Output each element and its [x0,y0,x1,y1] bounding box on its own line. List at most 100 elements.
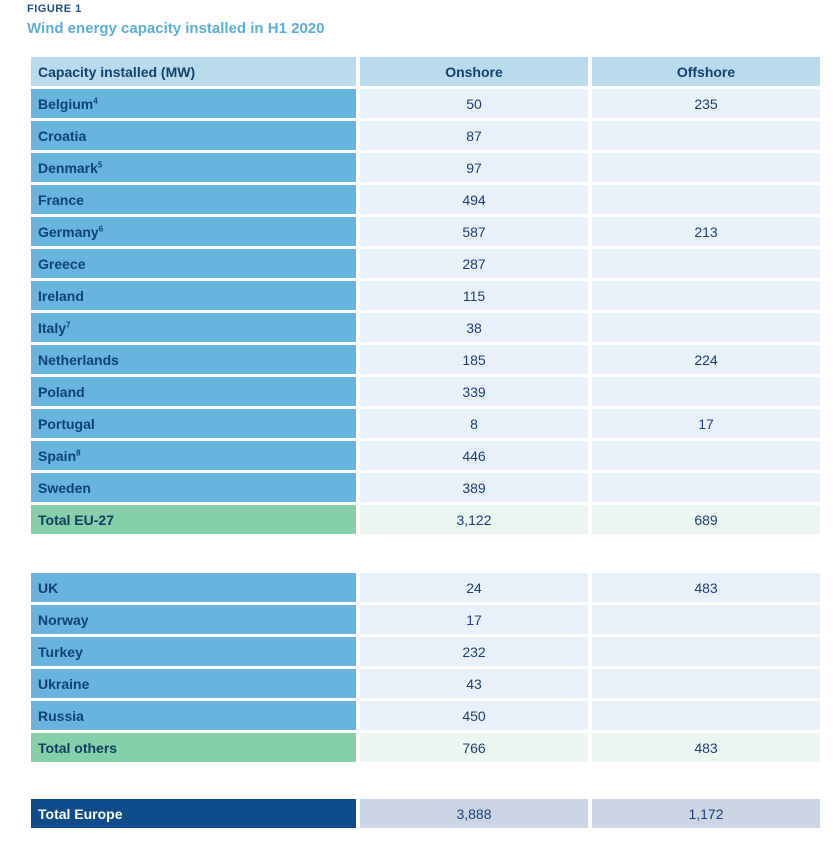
country-label: Belgium [38,95,94,112]
offshore-value: 213 [592,217,820,246]
others_total-row: Total others 766 483 [31,733,820,762]
table-row: France 494 [31,185,820,214]
country-name: Ireland [31,281,356,310]
table-row: Poland 339 [31,377,820,406]
total-europe-onshore: 3,888 [360,799,588,828]
offshore-value [592,701,820,730]
table-row: Ireland 115 [31,281,820,310]
country-label: Portugal [38,415,95,432]
onshore-value: 766 [360,733,588,762]
country-name: Total others [31,733,356,762]
country-label: Croatia [38,127,87,144]
footnote-marker: 6 [98,223,104,233]
offshore-value [592,249,820,278]
country-label: Germany [38,223,99,240]
onshore-value: 17 [360,605,588,634]
table-row: Belgium4 50 235 [31,89,820,118]
table-row: Denmark5 97 [31,153,820,182]
onshore-value: 8 [360,409,588,438]
country-name: Germany6 [31,217,356,246]
onshore-value: 587 [360,217,588,246]
country-name: Norway [31,605,356,634]
onshore-value: 97 [360,153,588,182]
country-label: France [38,191,84,208]
country-label: Ireland [38,287,84,304]
table-row: Croatia 87 [31,121,820,150]
offshore-value [592,377,820,406]
table-row: Norway 17 [31,605,820,634]
country-name: Belgium4 [31,89,356,118]
onshore-value: 115 [360,281,588,310]
header-offshore: Offshore [592,57,820,86]
total-europe-offshore: 1,172 [592,799,820,828]
table-row: Italy7 38 [31,313,820,342]
onshore-value: 24 [360,573,588,602]
onshore-value: 446 [360,441,588,470]
other-capacity-table: UK 24 483 Norway 17 Turkey 232 Ukraine 43 Russia 4… [27,570,824,765]
country-label: Italy [38,319,67,336]
offshore-value: 483 [592,733,820,762]
offshore-value [592,473,820,502]
table-row: Russia 450 [31,701,820,730]
offshore-value [592,669,820,698]
country-name: France [31,185,356,214]
onshore-value: 87 [360,121,588,150]
table-row: UK 24 483 [31,573,820,602]
country-name: Denmark5 [31,153,356,182]
offshore-value: 483 [592,573,820,602]
country-name: Spain8 [31,441,356,470]
country-label: Total EU-27 [38,511,114,528]
footnote-marker: 8 [76,447,81,457]
figure-label: FIGURE 1 [27,3,82,15]
offshore-value [592,185,820,214]
europe-total-table: Total Europe 3,888 1,172 [27,796,824,831]
footnote-marker: 5 [97,159,103,169]
offshore-value: 235 [592,89,820,118]
country-name: Poland [31,377,356,406]
table-row: Sweden 389 [31,473,820,502]
table-row: Spain8 446 [31,441,820,470]
country-name: Netherlands [31,345,356,374]
country-label: Norway [38,611,89,628]
onshore-value: 287 [360,249,588,278]
offshore-value [592,281,820,310]
offshore-value [592,605,820,634]
country-label: UK [38,579,59,596]
country-name: Portugal [31,409,356,438]
country-label: Spain [38,447,77,464]
table-row: Greece 287 [31,249,820,278]
footnote-marker: 4 [93,95,98,105]
onshore-value: 450 [360,701,588,730]
offshore-value [592,153,820,182]
table-row: Ukraine 43 [31,669,820,698]
country-name: Sweden [31,473,356,502]
table-header-row: Capacity installed (MW) Onshore Offshore [31,57,820,86]
country-label: Sweden [38,479,91,496]
country-label: Netherlands [38,351,119,368]
onshore-value: 3,122 [360,505,588,534]
total-europe-label: Total Europe [31,799,356,828]
table-row: Portugal 8 17 [31,409,820,438]
country-name: Total EU-27 [31,505,356,534]
header-capacity: Capacity installed (MW) [31,57,356,86]
country-label: Russia [38,707,84,724]
country-name: Turkey [31,637,356,666]
table-row: Germany6 587 213 [31,217,820,246]
country-name: Ukraine [31,669,356,698]
country-label: Poland [38,383,85,400]
country-name: Croatia [31,121,356,150]
onshore-value: 43 [360,669,588,698]
header-onshore: Onshore [360,57,588,86]
offshore-value [592,441,820,470]
table-row: Netherlands 185 224 [31,345,820,374]
footnote-marker: 7 [66,319,71,329]
onshore-value: 232 [360,637,588,666]
onshore-value: 494 [360,185,588,214]
offshore-value [592,121,820,150]
onshore-value: 339 [360,377,588,406]
country-label: Greece [38,255,86,272]
country-name: Italy7 [31,313,356,342]
country-label: Denmark [38,159,98,176]
country-label: Turkey [38,643,83,660]
offshore-value: 17 [592,409,820,438]
